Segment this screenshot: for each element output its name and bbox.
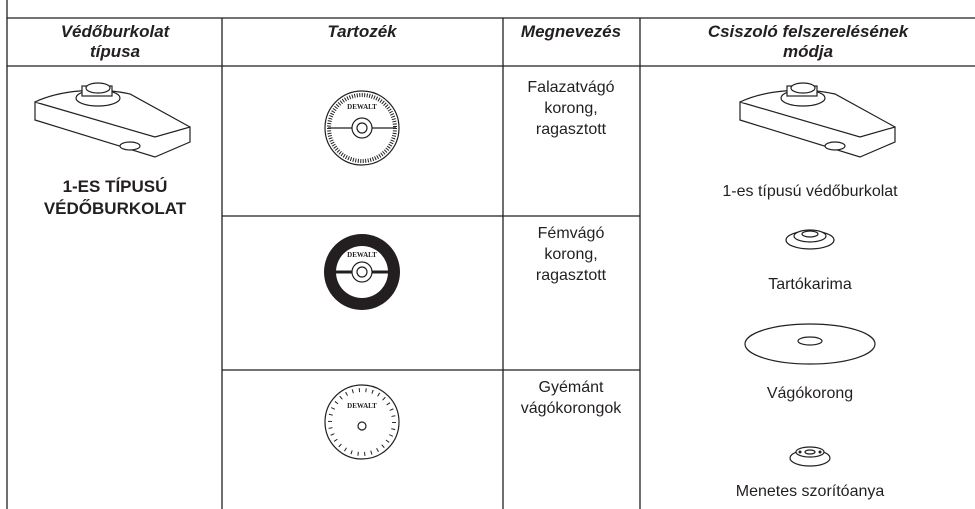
accessory-name: Falazatvágó (527, 79, 614, 96)
guard-type: VÉDŐBURKOLAT (44, 199, 187, 218)
accessory-name: korong, (544, 100, 597, 117)
accessory-name: korong, (544, 246, 597, 263)
flange-icon (785, 229, 835, 250)
accessory-name: Gyémánt (539, 379, 604, 396)
guard-type: 1-ES TÍPUSÚ (63, 177, 168, 196)
header: módja (783, 42, 833, 61)
names: Falazatvágó korong, ragasztott Fémvágó koron… (521, 79, 623, 417)
disc-icon: DEWALT (324, 234, 400, 310)
disc-icon: DEWALT (324, 384, 400, 460)
accessory-name: ragasztott (536, 121, 607, 138)
disc-icon: DEWALT (324, 90, 400, 166)
table-grid (6, 0, 975, 509)
nut-icon (789, 446, 831, 467)
guard-icon (34, 82, 191, 158)
header: Megnevezés (521, 22, 621, 41)
header: Védőburkolat (61, 22, 171, 41)
brand: DEWALT (347, 251, 377, 259)
header: típusa (90, 42, 140, 61)
assembly-label: Menetes szorítóanya (736, 483, 885, 500)
header: Tartozék (327, 22, 398, 41)
guard-icon (739, 82, 896, 158)
brand: DEWALT (347, 402, 377, 410)
accessory-name: vágókorongok (521, 400, 623, 417)
accessory-name: ragasztott (536, 267, 607, 284)
accessory-name: Fémvágó (538, 225, 605, 242)
assembly-label: 1-es típusú védőburkolat (722, 183, 898, 200)
header: Csiszoló felszerelésének (708, 22, 910, 41)
wheel-icon (744, 323, 876, 365)
assembly-label: Vágókorong (767, 385, 853, 402)
assembly-label: Tartókarima (768, 276, 852, 293)
brand: DEWALT (347, 103, 377, 111)
